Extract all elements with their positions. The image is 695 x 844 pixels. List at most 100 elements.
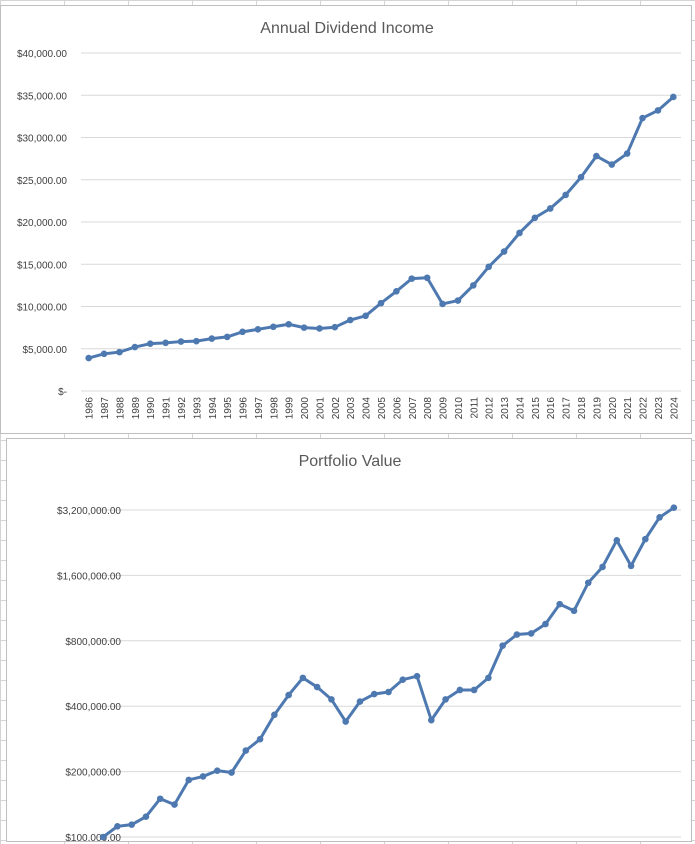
dividend-data-point	[639, 114, 646, 122]
portfolio-data-point	[285, 691, 292, 699]
dividend-x-tick-label: 2011	[469, 397, 480, 419]
dividend-data-point	[562, 191, 569, 199]
portfolio-title: Portfolio Value	[299, 453, 402, 470]
dividend-data-point	[485, 263, 492, 271]
dividend-data-point	[408, 275, 416, 282]
dividend-data-point	[593, 152, 600, 160]
portfolio-data-point	[114, 823, 121, 830]
portfolio-series-line	[102, 506, 675, 839]
dividend-income-chart[interactable]: Annual Dividend Income $- $5,000.00 $10,000…	[0, 5, 692, 434]
portfolio-data-point	[485, 674, 492, 682]
portfolio-data-point	[385, 688, 392, 696]
dividend-x-tick-label: 1997	[254, 397, 265, 420]
portfolio-data-point	[342, 718, 349, 725]
dividend-data-point	[331, 323, 339, 331]
portfolio-data-point	[299, 674, 307, 682]
portfolio-data-point	[256, 735, 264, 743]
dividend-x-tick-label: 1995	[223, 397, 234, 420]
dividend-data-point	[146, 340, 154, 347]
portfolio-data-point	[128, 821, 135, 828]
portfolio-y-tick-label: $100,000.00	[65, 833, 121, 841]
portfolio-y-tick-label: $400,000.00	[65, 702, 121, 713]
dividend-y-tick-label: $5,000.00	[23, 345, 68, 356]
portfolio-y-tick-label: $800,000.00	[65, 637, 121, 648]
dividend-data-point	[654, 107, 662, 114]
dividend-data-point	[85, 354, 92, 362]
dividend-x-tick-label: 2014	[515, 397, 526, 420]
dividend-x-tick-label: 1991	[162, 397, 173, 420]
dividend-y-tick-label: $20,000.00	[17, 218, 67, 229]
portfolio-data-point	[470, 686, 478, 694]
portfolio-data-point	[670, 504, 678, 511]
dividend-x-tick-label: 2022	[639, 397, 650, 420]
dividend-data-point	[454, 297, 462, 304]
dividend-x-tick-label: 2010	[454, 397, 465, 420]
dividend-x-tick-label: 2004	[362, 397, 373, 420]
portfolio-data-point	[171, 801, 178, 808]
dividend-series-line	[88, 95, 675, 360]
dividend-x-tick-label: 2021	[623, 397, 634, 420]
dividend-x-tick-label: 2001	[315, 397, 326, 420]
dividend-x-tick-label: 1996	[239, 397, 250, 420]
dividend-x-tick-label: 2002	[331, 397, 342, 420]
dividend-data-point	[531, 214, 539, 222]
dividend-income-chart-plot: Annual Dividend Income $- $5,000.00 $10,000…	[17, 20, 681, 420]
portfolio-data-point	[228, 769, 235, 776]
dividend-data-point	[423, 274, 431, 282]
portfolio-data-point	[99, 833, 107, 841]
dividend-data-point	[239, 328, 246, 336]
portfolio-data-point	[627, 562, 635, 570]
portfolio-data-point	[456, 686, 464, 694]
portfolio-data-point	[271, 711, 278, 719]
portfolio-value-chart[interactable]: Portfolio Value $100,000.00 $200,000.00 $40…	[6, 438, 692, 842]
portfolio-y-tick-label: $3,200,000.00	[57, 506, 121, 517]
dividend-y-tick-label: $40,000.00	[17, 49, 67, 60]
dividend-x-tick-label: 2013	[500, 397, 511, 420]
dividend-data-point	[670, 93, 677, 101]
portfolio-data-point	[599, 563, 606, 571]
dividend-data-point	[362, 312, 369, 320]
dividend-data-point	[285, 320, 292, 328]
dividend-x-tick-label: 2012	[485, 397, 496, 420]
portfolio-data-point	[513, 631, 521, 638]
portfolio-data-point	[584, 579, 592, 587]
dividend-x-tick-label: 2023	[654, 397, 665, 420]
dividend-data-point	[193, 337, 200, 345]
dividend-data-point	[346, 316, 354, 324]
portfolio-data-point	[613, 537, 621, 544]
portfolio-data-point	[242, 747, 250, 754]
dividend-x-tick-label: 1987	[100, 397, 111, 420]
portfolio-y-tick-label: $200,000.00	[65, 768, 121, 779]
dividend-x-tick-label: 1986	[85, 397, 96, 420]
dividend-data-point	[316, 325, 323, 332]
portfolio-data-point	[442, 696, 449, 703]
dividend-x-tick-label: 1998	[269, 397, 280, 420]
dividend-data-point	[623, 150, 631, 157]
dividend-data-point	[546, 205, 554, 212]
dividend-x-tick-label: 2015	[531, 397, 542, 420]
dividend-x-tick-label: 2007	[408, 397, 419, 420]
portfolio-value-chart-plot: Portfolio Value $100,000.00 $200,000.00 $40…	[57, 453, 681, 841]
dividend-data-point	[208, 335, 216, 342]
dividend-data-point	[223, 333, 231, 341]
dividend-x-tick-label: 1990	[146, 397, 157, 420]
portfolio-y-tick-label: $1,600,000.00	[57, 571, 121, 582]
dividend-x-tick-label: 2006	[392, 397, 403, 420]
dividend-data-point	[177, 338, 185, 345]
dividend-data-point	[254, 326, 262, 333]
portfolio-data-point	[570, 607, 578, 615]
dividend-x-tick-label: 2000	[300, 397, 311, 420]
dividend-data-point	[162, 339, 169, 347]
dividend-x-tick-label: 2003	[346, 397, 357, 420]
portfolio-data-point	[213, 767, 221, 774]
dividend-data-point	[439, 300, 446, 308]
dividend-data-point	[100, 350, 108, 358]
dividend-data-point	[377, 299, 385, 307]
dividend-x-tick-label: 2019	[592, 397, 603, 420]
dividend-data-point	[270, 323, 277, 331]
dividend-x-tick-label: 1999	[285, 397, 296, 420]
portfolio-data-point	[370, 690, 378, 698]
dividend-data-point	[500, 248, 508, 255]
dividend-title: Annual Dividend Income	[260, 20, 434, 37]
dividend-x-tick-label: 2020	[608, 397, 619, 420]
